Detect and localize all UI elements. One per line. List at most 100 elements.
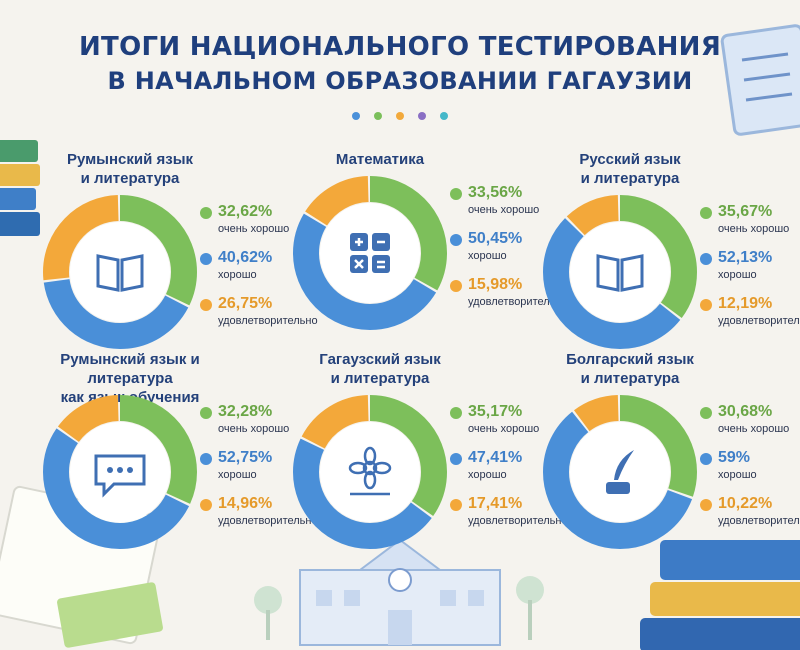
subject-title-line: и литература xyxy=(80,170,180,187)
subject-title-line: Математика xyxy=(335,151,425,168)
donut-center xyxy=(70,222,170,322)
legend-label: хорошо xyxy=(718,269,757,281)
subject-title-line: Русский язык xyxy=(579,151,681,168)
subject-title-line: Болгарский язык xyxy=(566,351,694,368)
accent-dots xyxy=(0,112,800,120)
slice-very-good xyxy=(43,195,197,349)
donut-chart xyxy=(43,195,197,349)
subject-title: Гагаузский язык и литература xyxy=(280,350,480,388)
legend-value: 40,62% xyxy=(218,249,273,266)
legend-label: удовлетворительно xyxy=(468,296,568,308)
subject-title: Болгарский язык и литература xyxy=(530,350,730,388)
legend-value: 30,68% xyxy=(718,403,773,420)
legend-dot xyxy=(700,453,712,465)
legend-dot xyxy=(200,407,212,419)
subject-card: Болгарский язык и литература 30,68% очень х… xyxy=(530,350,800,549)
subject-card: Румынский язык и литература 32,62% очень хо… xyxy=(30,150,318,349)
legend-dot xyxy=(700,299,712,311)
legend-dot xyxy=(450,453,462,465)
legend-label: очень хорошо xyxy=(468,204,540,216)
legend-dot xyxy=(200,453,212,465)
books-stack-left-illustration xyxy=(0,140,40,236)
subject-card: Русский язык и литература 35,67% очень хоро… xyxy=(530,150,800,349)
slice-good xyxy=(43,395,197,549)
legend-label: очень хорошо xyxy=(718,223,790,235)
legend-dot xyxy=(200,253,212,265)
legend-dot xyxy=(200,207,212,219)
slice-good xyxy=(543,395,697,549)
accent-dot xyxy=(418,112,426,120)
title-line-2: В НАЧАЛЬНОМ ОБРАЗОВАНИИ ГАГАУЗИИ xyxy=(107,67,693,95)
slice-good xyxy=(43,195,197,349)
legend-label: удовлетворительно xyxy=(718,315,800,327)
accent-dot xyxy=(396,112,404,120)
quill-inkpot-icon xyxy=(606,450,634,494)
legend-value: 32,62% xyxy=(218,203,273,220)
legend-label: очень хорошо xyxy=(718,423,790,435)
legend-dot xyxy=(700,253,712,265)
legend-label: удовлетворительно xyxy=(218,315,318,327)
slice-very-good xyxy=(543,195,697,349)
legend-dot xyxy=(450,234,462,246)
legend-value: 10,22% xyxy=(718,495,773,512)
slice-very-good xyxy=(43,395,197,549)
legend-value: 15,98% xyxy=(468,276,523,293)
book-icon xyxy=(596,254,644,292)
legend-value: 52,13% xyxy=(718,249,773,266)
legend-label: очень хорошо xyxy=(218,423,290,435)
book-icon xyxy=(96,254,144,292)
legend-value: 52,75% xyxy=(218,449,273,466)
accent-dot xyxy=(352,112,360,120)
legend-label: удовлетворительно xyxy=(218,515,318,527)
legend-dot xyxy=(200,299,212,311)
accent-dot xyxy=(440,112,448,120)
subject-title: Математика xyxy=(280,150,480,169)
legend-value: 26,75% xyxy=(218,295,273,312)
calculator-icon xyxy=(350,233,390,273)
legend-value: 14,96% xyxy=(218,495,273,512)
legend-value: 32,28% xyxy=(218,403,273,420)
legend-label: очень хорошо xyxy=(218,223,290,235)
legend-value: 12,19% xyxy=(718,295,773,312)
legend-value: 59% xyxy=(718,449,751,466)
subject-title-line: Румынский язык и литература xyxy=(60,351,200,387)
slice-good xyxy=(293,395,447,549)
legend-dot xyxy=(700,207,712,219)
legend-dot xyxy=(700,499,712,511)
subject-title-line: и литература xyxy=(580,170,680,187)
legend-value: 47,41% xyxy=(468,449,523,466)
subject-card: Румынский язык и литература как язык обуч… xyxy=(30,350,318,549)
slice-very-good xyxy=(543,395,697,549)
flower-icon xyxy=(348,446,392,496)
legend-label: удовлетворительно xyxy=(468,515,568,527)
subject-title: Румынский язык и литература xyxy=(30,150,230,188)
donut-chart xyxy=(293,176,447,330)
legend-value: 35,17% xyxy=(468,403,523,420)
title-line-1: ИТОГИ НАЦИОНАЛЬНОГО ТЕСТИРОВАНИЯ xyxy=(78,32,722,62)
school-building-illustration xyxy=(254,538,544,646)
legend-label: хорошо xyxy=(468,250,507,262)
donut-center xyxy=(320,203,420,303)
subject-card: Математика 33,56% очень хорошо 50,45% хорошо… xyxy=(280,150,568,335)
subject-title-line: и литература xyxy=(580,370,680,387)
donut-chart xyxy=(543,395,697,549)
legend-dot xyxy=(450,407,462,419)
books-stack-right-illustration xyxy=(640,540,800,650)
slice-good xyxy=(293,176,447,330)
legend-dot xyxy=(700,407,712,419)
legend-value: 50,45% xyxy=(468,230,523,247)
legend-value: 33,56% xyxy=(468,184,523,201)
legend-dot xyxy=(450,280,462,292)
legend-value: 35,67% xyxy=(718,203,773,220)
legend-dot xyxy=(200,499,212,511)
donut-chart xyxy=(293,395,447,549)
subject-title-line: Гагаузский язык xyxy=(319,351,441,368)
legend-label: хорошо xyxy=(468,469,507,481)
slice-very-good xyxy=(293,176,447,330)
subject-title-line: и литература xyxy=(330,370,430,387)
slice-very-good xyxy=(293,395,447,549)
legend-label: хорошо xyxy=(218,469,257,481)
checklist-clipboard-illustration xyxy=(720,24,800,136)
legend-value: 17,41% xyxy=(468,495,523,512)
donut-chart xyxy=(43,395,197,549)
